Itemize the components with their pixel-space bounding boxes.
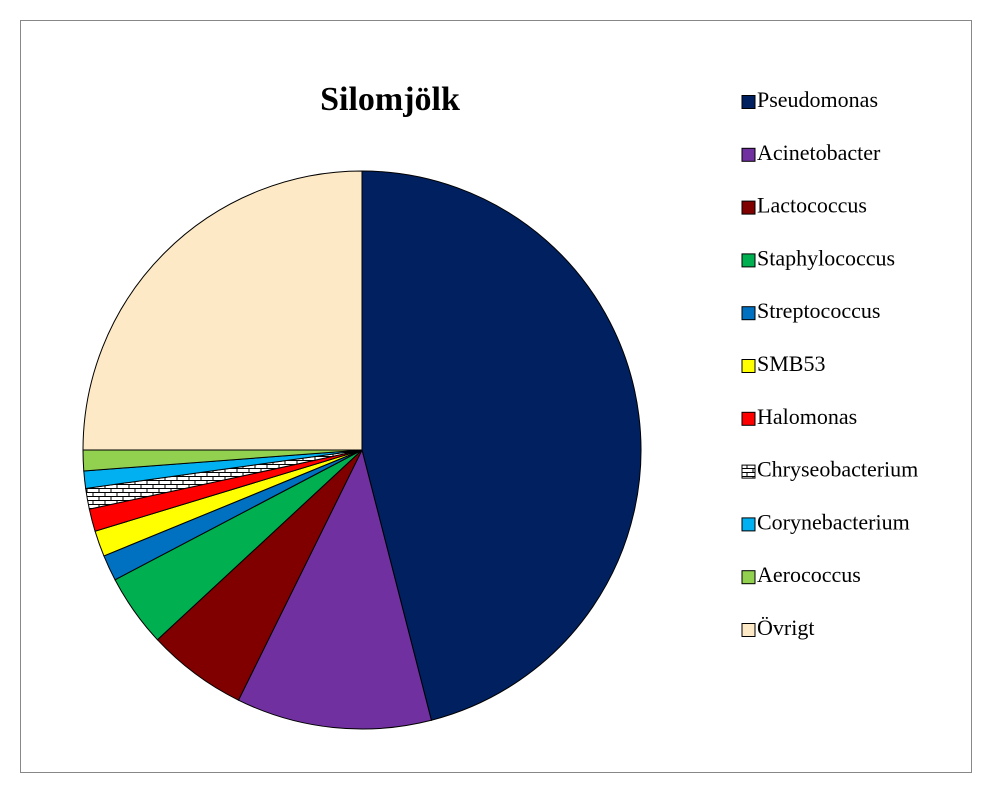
legend-swatch: [741, 359, 756, 373]
legend-label: Övrigt: [757, 615, 814, 640]
legend-swatch: [741, 306, 756, 321]
legend-label: Pseudomonas: [757, 87, 878, 112]
legend-label: Halomonas: [757, 404, 857, 429]
legend-label: Acinetobacter: [757, 140, 881, 165]
pie-slice: [237, 448, 432, 730]
legend-label: Streptococcus: [757, 298, 880, 323]
legend-label: SMB53: [757, 351, 825, 376]
legend-swatch: [741, 411, 756, 426]
legend-label: Corynebacterium: [757, 509, 910, 534]
legend-swatch: [741, 147, 756, 162]
chart-title: Silomjölk: [320, 81, 460, 118]
legend-swatch: [741, 253, 756, 268]
legend-label: Lactococcus: [757, 193, 867, 218]
legend-swatch: [741, 200, 756, 215]
legend-swatch: [741, 623, 756, 637]
legend-swatch: [741, 464, 756, 479]
pie-slice: [361, 170, 642, 721]
legend-label: Chryseobacterium: [757, 457, 918, 482]
legend-label: Aerococcus: [757, 562, 861, 587]
legend-swatch: [741, 570, 756, 585]
legend-swatch: [741, 95, 756, 109]
legend-swatch: [741, 517, 756, 532]
legend-label: Staphylococcus: [757, 245, 895, 270]
pie-slice: [82, 170, 363, 451]
